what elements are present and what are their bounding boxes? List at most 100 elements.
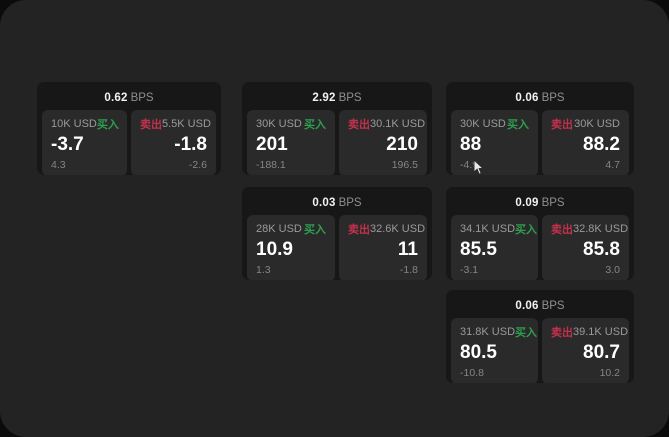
sell-action-label: 卖出 — [551, 119, 573, 131]
bps-value: 2.92 — [312, 92, 336, 104]
buy-panel[interactable]: 30K USD 买入 201 -188.1 — [247, 110, 335, 175]
card-body: 34.1K USD 买入 85.5 -3.1 卖出 32.8K USD 85.8… — [451, 215, 629, 280]
buy-action-label: 买入 — [515, 224, 538, 236]
sell-action-label: 卖出 — [551, 224, 573, 236]
buy-panel-header: 30K USD 买入 — [460, 117, 529, 131]
bps-value: 0.62 — [104, 92, 128, 104]
sell-size-label: 30K USD — [574, 118, 620, 130]
card-body: 30K USD 买入 88 -4.9 卖出 30K USD 88.2 4.7 — [451, 110, 629, 175]
sell-action-label: 卖出 — [348, 119, 370, 131]
sell-action-label: 卖出 — [348, 224, 370, 236]
sell-sub-value: 4.7 — [605, 159, 620, 171]
quote-card[interactable]: 0.06 BPS 31.8K USD 买入 80.5 -10.8 卖出 39.1K… — [446, 290, 634, 383]
buy-size-label: 30K USD — [460, 118, 506, 130]
sell-main-value: 210 — [386, 134, 418, 155]
sell-sub-value: 10.2 — [599, 367, 620, 379]
quote-card[interactable]: 2.92 BPS 30K USD 买入 201 -188.1 卖出 30.1K U… — [242, 82, 432, 175]
sell-sub-value: -2.6 — [188, 159, 207, 171]
sell-size-label: 32.6K USD — [370, 223, 426, 235]
bps-value: 0.03 — [312, 197, 336, 209]
buy-panel[interactable]: 28K USD 买入 10.9 1.3 — [247, 215, 335, 280]
quote-card[interactable]: 0.03 BPS 28K USD 买入 10.9 1.3 卖出 32.6K USD — [242, 187, 432, 280]
bps-unit: BPS — [130, 92, 154, 104]
sell-panel[interactable]: 卖出 39.1K USD 80.7 10.2 — [542, 318, 629, 383]
quote-card[interactable]: 0.09 BPS 34.1K USD 买入 85.5 -3.1 卖出 32.8K … — [446, 187, 634, 280]
bps-unit: BPS — [541, 197, 565, 209]
sell-panel[interactable]: 卖出 30.1K USD 210 196.5 — [339, 110, 427, 175]
card-header: 2.92 BPS — [247, 88, 427, 105]
sell-panel[interactable]: 卖出 30K USD 88.2 4.7 — [542, 110, 629, 175]
sell-action-label: 卖出 — [551, 327, 573, 339]
sell-panel-header: 卖出 30K USD — [551, 117, 620, 131]
buy-panel-header: 10K USD 买入 — [51, 117, 119, 131]
buy-sub-value: -4.9 — [460, 159, 479, 171]
sell-main-value: 11 — [397, 239, 418, 260]
buy-sub-value: 1.3 — [256, 264, 271, 276]
sell-size-label: 39.1K USD — [573, 326, 629, 338]
card-body: 30K USD 买入 201 -188.1 卖出 30.1K USD 210 1… — [247, 110, 427, 175]
buy-panel[interactable]: 31.8K USD 买入 80.5 -10.8 — [451, 318, 538, 383]
buy-action-label: 买入 — [304, 224, 326, 236]
sell-panel-header: 卖出 32.8K USD — [551, 222, 628, 236]
sell-size-label: 5.5K USD — [162, 118, 211, 130]
buy-panel-header: 31.8K USD 买入 — [460, 325, 537, 339]
buy-size-label: 28K USD — [256, 223, 302, 235]
sell-main-value: 80.7 — [583, 342, 620, 363]
buy-action-label: 买入 — [96, 119, 119, 131]
bps-unit: BPS — [541, 92, 565, 104]
bps-unit: BPS — [541, 300, 565, 312]
sell-panel[interactable]: 卖出 5.5K USD -1.8 -2.6 — [131, 110, 216, 175]
sell-panel-header: 卖出 5.5K USD — [140, 117, 211, 131]
buy-panel-header: 28K USD 买入 — [256, 222, 326, 236]
buy-panel-header: 34.1K USD 买入 — [460, 222, 537, 236]
buy-size-label: 30K USD — [256, 118, 302, 130]
bps-value: 0.09 — [515, 197, 539, 209]
bps-value: 0.06 — [515, 300, 539, 312]
card-header: 0.06 BPS — [451, 296, 629, 313]
card-body: 10K USD 买入 -3.7 4.3 卖出 5.5K USD -1.8 -2.… — [42, 110, 216, 175]
buy-sub-value: -188.1 — [256, 159, 286, 171]
card-header: 0.09 BPS — [451, 193, 629, 210]
sell-panel-header: 卖出 30.1K USD — [348, 117, 425, 131]
card-body: 31.8K USD 买入 80.5 -10.8 卖出 39.1K USD 80.… — [451, 318, 629, 383]
sell-main-value: 85.8 — [583, 239, 620, 260]
buy-panel[interactable]: 30K USD 买入 88 -4.9 — [451, 110, 538, 175]
sell-action-label: 卖出 — [140, 119, 162, 131]
buy-main-value: -3.7 — [51, 134, 84, 155]
buy-main-value: 80.5 — [460, 342, 497, 363]
buy-sub-value: -3.1 — [460, 264, 479, 276]
buy-main-value: 201 — [256, 134, 288, 155]
sell-main-value: -1.8 — [174, 134, 207, 155]
buy-size-label: 31.8K USD — [460, 326, 516, 338]
buy-panel[interactable]: 10K USD 买入 -3.7 4.3 — [42, 110, 127, 175]
buy-action-label: 买入 — [515, 327, 538, 339]
bps-unit: BPS — [338, 197, 362, 209]
sell-sub-value: 3.0 — [605, 264, 620, 276]
buy-sub-value: -10.8 — [460, 367, 484, 379]
sell-sub-value: 196.5 — [391, 159, 418, 171]
sell-size-label: 32.8K USD — [573, 223, 629, 235]
sell-panel[interactable]: 卖出 32.6K USD 11 -1.8 — [339, 215, 427, 280]
buy-panel-header: 30K USD 买入 — [256, 117, 326, 131]
buy-main-value: 85.5 — [460, 239, 497, 260]
card-body: 28K USD 买入 10.9 1.3 卖出 32.6K USD 11 -1.8 — [247, 215, 427, 280]
sell-sub-value: -1.8 — [399, 264, 418, 276]
card-header: 0.06 BPS — [451, 88, 629, 105]
bps-value: 0.06 — [515, 92, 539, 104]
buy-sub-value: 4.3 — [51, 159, 66, 171]
card-header: 0.03 BPS — [247, 193, 427, 210]
buy-size-label: 10K USD — [51, 118, 97, 130]
card-header: 0.62 BPS — [42, 88, 216, 105]
quote-card[interactable]: 0.62 BPS 10K USD 买入 -3.7 4.3 卖出 5.5K USD — [37, 82, 221, 175]
buy-main-value: 88 — [460, 134, 482, 155]
buy-action-label: 买入 — [507, 119, 529, 131]
sell-panel[interactable]: 卖出 32.8K USD 85.8 3.0 — [542, 215, 629, 280]
sell-panel-header: 卖出 39.1K USD — [551, 325, 628, 339]
quote-card[interactable]: 0.06 BPS 30K USD 买入 88 -4.9 卖出 — [446, 82, 634, 175]
sell-panel-header: 卖出 32.6K USD — [348, 222, 425, 236]
bps-unit: BPS — [338, 92, 362, 104]
buy-panel[interactable]: 34.1K USD 买入 85.5 -3.1 — [451, 215, 538, 280]
sell-size-label: 30.1K USD — [370, 118, 426, 130]
buy-size-label: 34.1K USD — [460, 223, 516, 235]
